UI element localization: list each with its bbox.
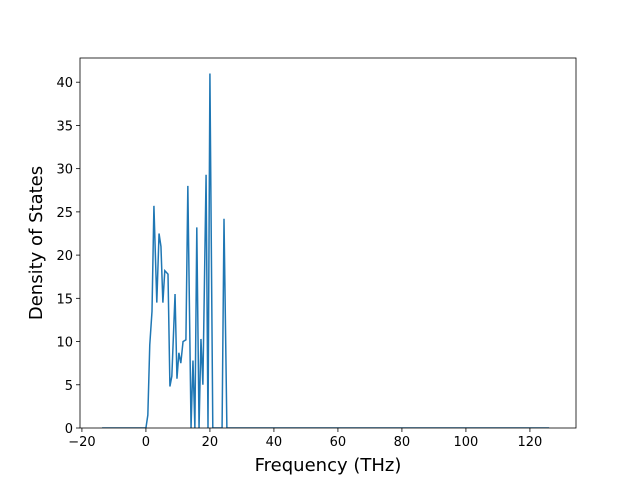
y-tick-label: 20 <box>56 249 73 264</box>
y-tick-label: 40 <box>56 76 73 91</box>
x-tick-label: 20 <box>202 435 219 450</box>
data-line <box>102 73 550 428</box>
x-tick-label: 60 <box>330 435 347 450</box>
x-tick-label: −20 <box>68 435 95 450</box>
x-tick-label: 0 <box>142 435 150 450</box>
x-tick-label: 120 <box>518 435 543 450</box>
plot-frame <box>79 57 577 429</box>
y-tick-label: 15 <box>56 292 73 307</box>
y-tick-label: 25 <box>56 206 73 221</box>
y-tick-label: 35 <box>56 119 73 134</box>
y-axis-label: Density of States <box>26 166 47 320</box>
x-tick-label: 100 <box>454 435 479 450</box>
x-tick-label: 80 <box>394 435 411 450</box>
y-tick-label: 10 <box>56 336 73 351</box>
y-tick-label: 5 <box>65 379 73 394</box>
x-axis-label: Frequency (THz) <box>255 455 402 476</box>
y-tick-label: 0 <box>65 422 73 437</box>
y-tick-label: 30 <box>56 163 73 178</box>
x-tick-label: 40 <box>266 435 283 450</box>
